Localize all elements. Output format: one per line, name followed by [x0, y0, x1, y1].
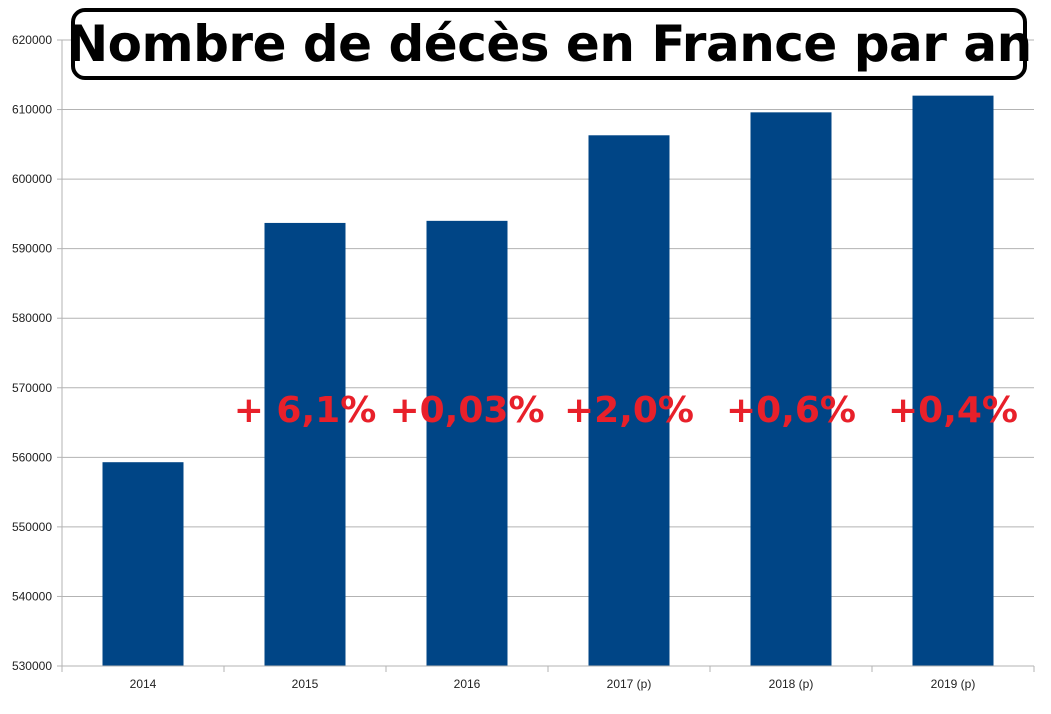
- y-tick-label: 570000: [12, 381, 52, 395]
- x-tick-label: 2014: [130, 677, 157, 691]
- bar-2014: [102, 462, 184, 666]
- change-annotation: + 6,1%: [234, 390, 377, 431]
- bar-2018-p: [750, 112, 832, 667]
- y-tick-label: 560000: [12, 450, 52, 464]
- y-axis-ticks: 530000 540000 550000 560000 570000 580000 5900…: [12, 33, 52, 673]
- x-tick-label: 2017 (p): [607, 677, 652, 691]
- bars: [102, 95, 994, 667]
- y-tick-label: 590000: [12, 242, 52, 256]
- x-tick-label: 2019 (p): [931, 677, 976, 691]
- chart-title-box: Nombre de décès en France par an: [66, 8, 1032, 80]
- bar-2016: [426, 220, 508, 666]
- y-tick-label: 530000: [12, 659, 52, 673]
- y-tick-label: 610000: [12, 103, 52, 117]
- change-annotation: +0,03%: [389, 390, 544, 431]
- x-tick-label: 2016: [454, 677, 481, 691]
- change-annotation: +0,4%: [888, 390, 1018, 431]
- gridlines: [57, 39, 1034, 667]
- x-axis-ticks: 2014 2015 2016 2017 (p) 2018 (p) 2019 (p): [61, 666, 1035, 691]
- y-tick-label: 540000: [12, 589, 52, 603]
- change-annotation: +2,0%: [564, 390, 694, 431]
- chart-title: Nombre de décès en France par an: [66, 15, 1032, 73]
- bar-2019-p: [912, 95, 994, 666]
- change-annotation: +0,6%: [726, 390, 856, 431]
- axes: [61, 40, 1034, 667]
- bar-2017-p: [588, 135, 670, 666]
- change-annotations: + 6,1% +0,03% +2,0% +0,6% +0,4%: [234, 390, 1018, 431]
- x-tick-label: 2015: [292, 677, 319, 691]
- bar-2015: [264, 222, 346, 667]
- y-tick-label: 580000: [12, 311, 52, 325]
- y-tick-label: 550000: [12, 520, 52, 534]
- y-tick-label: 620000: [12, 33, 52, 47]
- x-tick-label: 2018 (p): [769, 677, 814, 691]
- y-tick-label: 600000: [12, 172, 52, 186]
